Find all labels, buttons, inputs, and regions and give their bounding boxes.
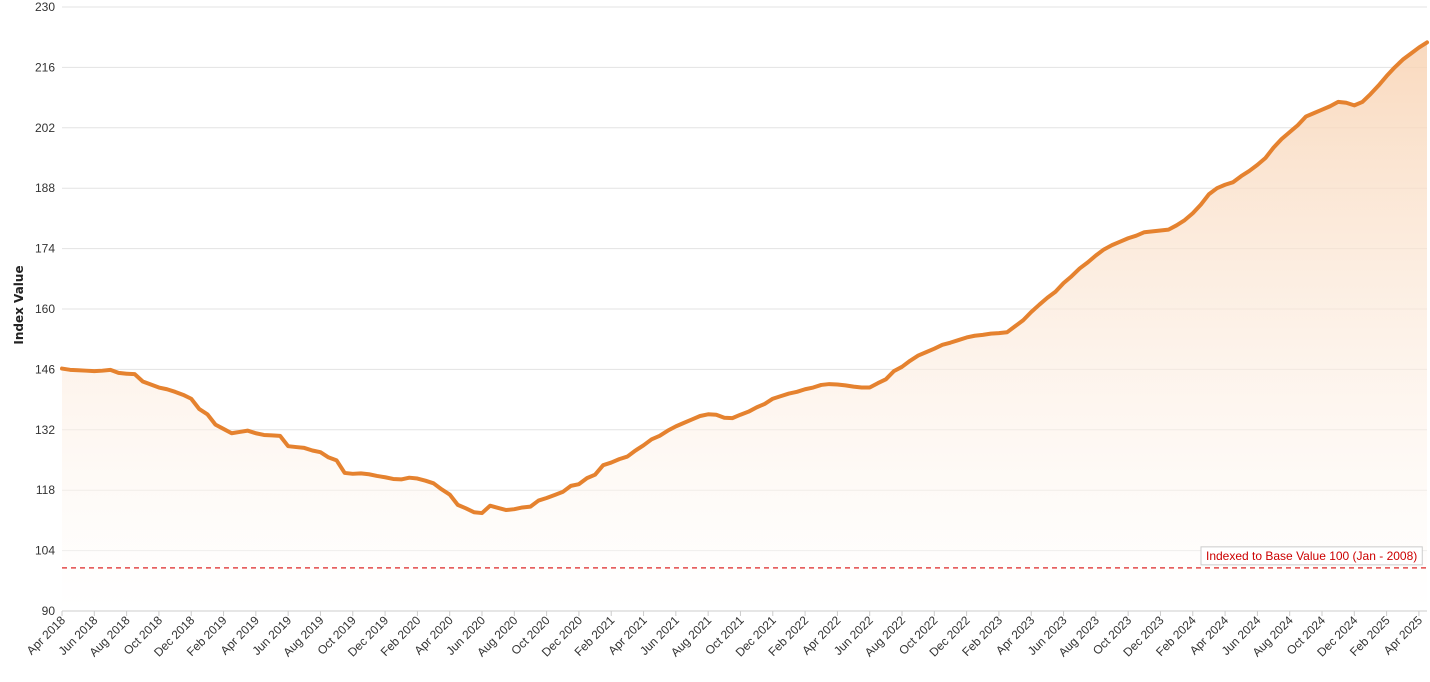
y-tick-label: 202 (35, 121, 55, 135)
y-axis-title: Index Value (12, 265, 26, 344)
y-tick-label: 146 (35, 362, 55, 376)
area-path (62, 42, 1427, 611)
y-tick-label: 188 (35, 181, 55, 195)
y-axis: 90 104 118 132 146 160 174 188 202 216 230 (35, 0, 55, 618)
y-tick-label: 132 (35, 423, 55, 437)
area-fill (62, 42, 1427, 611)
annotation-box (1200, 546, 1423, 566)
y-tick-label: 216 (35, 60, 55, 74)
y-tick-label: 118 (36, 483, 55, 497)
y-tick-label: 104 (35, 544, 55, 558)
annotation-label: Indexed to Base Value 100 (Jan - 2008) (1206, 549, 1417, 563)
y-tick-label: 160 (35, 302, 55, 316)
y-tick-label: 230 (35, 0, 55, 14)
y-tick-label: 90 (42, 604, 56, 618)
series-line (60, 40, 1429, 516)
reference-annotation: Indexed to Base Value 100 (Jan - 2008) (1200, 546, 1423, 566)
series-path (60, 40, 1429, 516)
y-tick-label: 174 (35, 242, 55, 256)
